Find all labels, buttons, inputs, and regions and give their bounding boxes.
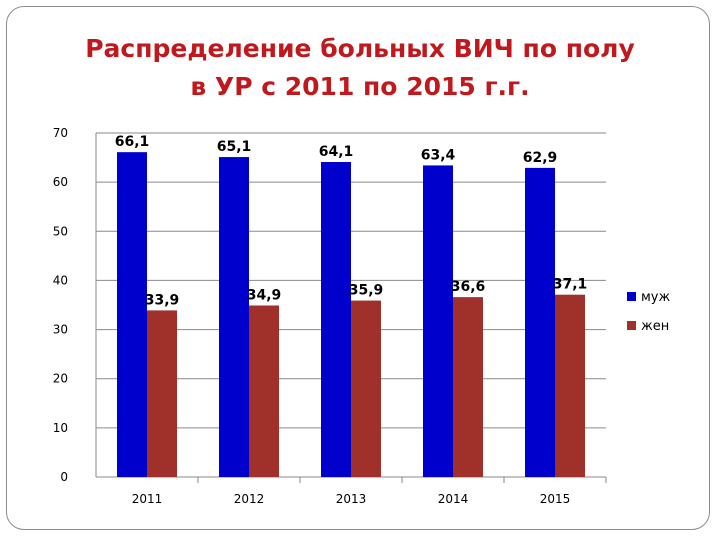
legend-label: муж <box>641 290 671 305</box>
data-label: 37,1 <box>553 277 588 293</box>
y-tick-label: 60 <box>53 175 68 189</box>
data-label: 66,1 <box>115 134 150 150</box>
bar-жен-2011 <box>147 310 177 477</box>
data-label: 33,9 <box>145 292 180 308</box>
chart-title-line1: Распределение больных ВИЧ по полу <box>85 34 635 63</box>
legend-swatch-муж <box>627 292 636 301</box>
bar-муж-2011 <box>117 152 147 477</box>
data-label: 35,9 <box>349 283 384 299</box>
data-label: 36,6 <box>451 279 486 295</box>
x-tick-label: 2014 <box>438 492 469 506</box>
data-label: 65,1 <box>217 139 252 155</box>
y-tick-label: 10 <box>53 421 68 435</box>
bar-жен-2015 <box>555 294 585 477</box>
y-tick-label: 40 <box>53 273 68 287</box>
data-label: 34,9 <box>247 287 282 303</box>
y-tick-label: 0 <box>60 470 68 484</box>
y-tick-label: 70 <box>53 126 68 140</box>
bar-жен-2013 <box>351 300 381 477</box>
y-tick-label: 20 <box>53 372 68 386</box>
x-tick-label: 2012 <box>234 492 265 506</box>
legend-swatch-жен <box>627 321 636 330</box>
x-tick-label: 2015 <box>540 492 571 506</box>
x-tick-label: 2013 <box>336 492 367 506</box>
bar-муж-2013 <box>321 161 351 477</box>
bar-муж-2015 <box>525 167 555 478</box>
bar-жен-2014 <box>453 297 483 477</box>
bar-жен-2012 <box>249 305 279 477</box>
data-label: 64,1 <box>319 144 354 160</box>
bar-муж-2014 <box>423 165 453 478</box>
data-label: 62,9 <box>523 150 558 166</box>
data-label: 63,4 <box>421 147 456 163</box>
chart-title-line2: в УР с 2011 по 2015 г.г. <box>190 72 530 101</box>
bar-муж-2012 <box>219 157 249 477</box>
chart-title: Распределение больных ВИЧ по полу в УР с… <box>0 30 720 106</box>
y-tick-label: 30 <box>53 323 68 337</box>
legend-label: жен <box>641 319 669 334</box>
y-tick-label: 50 <box>53 224 68 238</box>
x-tick-label: 2011 <box>132 492 163 506</box>
